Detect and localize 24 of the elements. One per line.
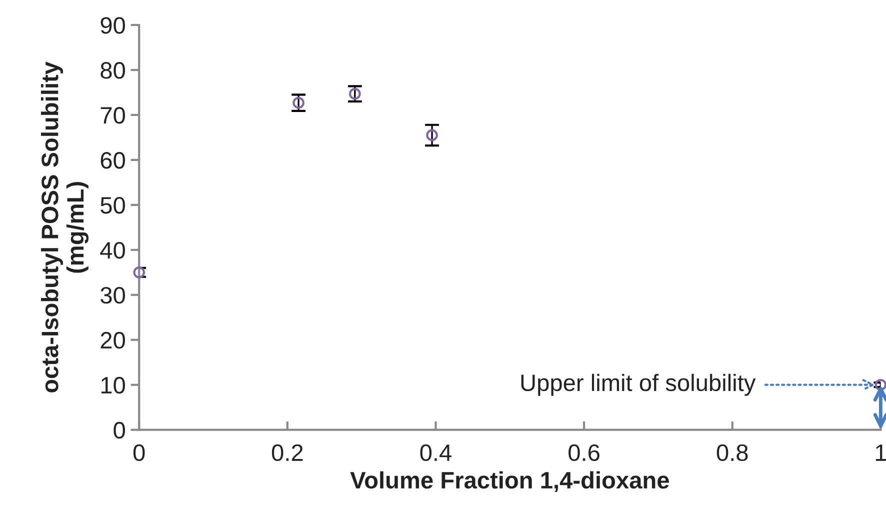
- point: [292, 96, 304, 109]
- x-tick-label: 1: [876, 444, 886, 461]
- x-axis-title: Volume Fraction 1,4-dioxane: [350, 471, 669, 492]
- x-tick-label: 0.6: [568, 444, 600, 462]
- point: [133, 266, 146, 278]
- y-tick-label: 0: [114, 422, 125, 439]
- y-tick-label: 20: [100, 332, 125, 349]
- y-tick-label: 80: [100, 62, 125, 79]
- annotation: Upper limit of solubility: [521, 374, 756, 396]
- x-tick-label: 0.4: [420, 444, 452, 462]
- y-tick-label: 70: [100, 107, 125, 124]
- x-tick-label: 0: [133, 444, 145, 462]
- y-tick-label: 60: [100, 152, 125, 169]
- y-tick-label: 50: [100, 196, 125, 214]
- y-tick-label: 90: [100, 17, 125, 34]
- x-tick-label: 0.8: [716, 444, 748, 462]
- y-axis-title: octa-Isobutyl POSS Solubility (mg/mL): [40, 62, 89, 392]
- y-tick-label: 30: [100, 286, 125, 304]
- y-tick-label: 40: [100, 242, 125, 259]
- x-tick-label: 0.2: [272, 444, 303, 462]
- y-tick-label: 10: [101, 376, 125, 394]
- point: [348, 88, 361, 100]
- point: [874, 378, 886, 391]
- point: [426, 129, 438, 142]
